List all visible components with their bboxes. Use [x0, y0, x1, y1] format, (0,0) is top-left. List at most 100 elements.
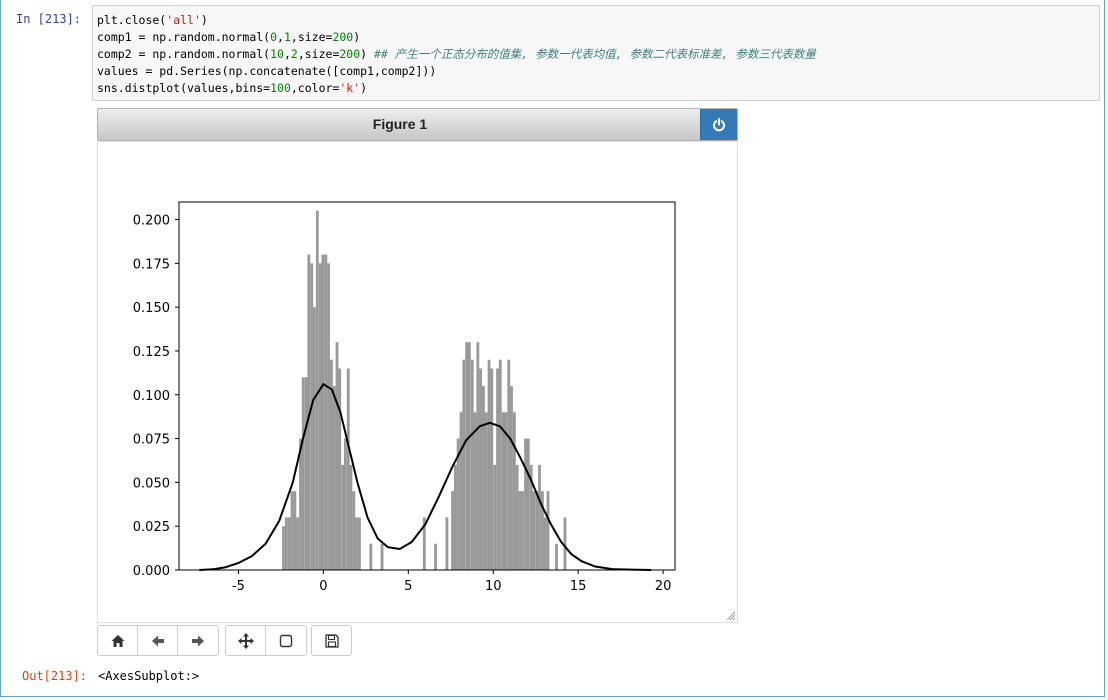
histogram-bar: [451, 491, 454, 570]
code-line: values = pd.Series(np.concatenate([comp1…: [97, 64, 437, 78]
code-editor[interactable]: plt.close('all') comp1 = np.random.norma…: [92, 5, 1100, 101]
histogram-bar: [493, 464, 497, 570]
histogram-bar: [332, 386, 336, 570]
histogram-bar: [563, 517, 567, 570]
histogram-bar: [546, 491, 550, 570]
y-tick-label: 0.000: [133, 564, 170, 579]
zoom-rect-button[interactable]: [266, 626, 306, 655]
interaction-group: [225, 625, 307, 656]
histogram-bar: [515, 464, 519, 570]
histogram-bar: [324, 254, 328, 571]
histogram-bar: [282, 526, 285, 570]
figure-canvas[interactable]: -5 0 5 10 15 20 0.000 0.025 0.050 0.075 0.100 0.12…: [97, 141, 738, 623]
y-tick-label: 0.100: [133, 389, 170, 404]
histogram-bar: [338, 368, 342, 570]
histogram-bar: [284, 517, 288, 570]
histogram-bar: [296, 517, 300, 570]
kde-line: [199, 382, 652, 571]
histogram-bar: [459, 412, 463, 570]
figure-header: Figure 1: [97, 108, 738, 141]
histogram-bar: [290, 491, 294, 570]
x-tick-label: 15: [570, 579, 587, 594]
histogram-bar: [299, 438, 302, 570]
arrow-left-icon: [151, 635, 164, 646]
code-line: comp2 = np.random.normal(10,2,size=200) …: [97, 47, 816, 61]
histogram-bar: [467, 342, 471, 570]
histogram-bar: [476, 342, 480, 570]
histogram-bar: [538, 464, 541, 570]
input-prompt: In [213]:: [16, 12, 82, 26]
histogram-bar: [355, 517, 358, 570]
code-comment: ## 产生一个正态分布的值集, 参数一代表均值, 参数二代表标准差, 参数三代表…: [374, 47, 816, 61]
histogram-bar: [456, 438, 460, 570]
histogram-bar: [330, 359, 333, 570]
histogram-bar: [490, 368, 494, 570]
x-tick-label: -5: [232, 579, 245, 594]
pan-button[interactable]: [226, 626, 266, 655]
back-button[interactable]: [138, 626, 178, 655]
x-tick-label: 0: [319, 579, 327, 594]
save-group: [311, 625, 352, 656]
histogram-bar: [327, 263, 330, 570]
histogram-bar: [445, 517, 449, 570]
histogram-bar: [301, 377, 305, 570]
histogram-bar: [287, 517, 291, 570]
y-tick-label: 0.150: [133, 301, 170, 316]
histogram-bar: [535, 491, 539, 570]
output-prompt: Out[213]:: [22, 669, 88, 683]
histogram-bar: [479, 368, 482, 570]
histogram-bar: [380, 543, 384, 570]
histogram-bar: [496, 368, 499, 570]
close-figure-button[interactable]: [700, 109, 737, 140]
code-line: plt.close('all'): [97, 13, 208, 27]
histogram-bar: [482, 386, 485, 570]
arrow-right-icon: [192, 635, 204, 646]
histogram-bar: [293, 491, 297, 570]
distplot-chart: -5 0 5 10 15 20 0.000 0.025 0.050 0.075 0.100 0.12…: [133, 201, 676, 594]
y-tick-label: 0.125: [133, 345, 170, 360]
histogram-bar: [473, 412, 477, 570]
histogram-bar: [526, 438, 530, 570]
square-icon: [279, 634, 293, 647]
home-button[interactable]: [98, 626, 138, 655]
histogram-bar: [540, 491, 544, 570]
resize-handle-icon[interactable]: [726, 611, 736, 621]
home-icon: [111, 634, 124, 647]
navigation-group: [97, 625, 219, 656]
histogram-bar: [512, 412, 516, 570]
histogram-bar: [462, 359, 466, 570]
x-tick-label: 5: [404, 579, 412, 594]
histogram-bar: [335, 342, 339, 570]
histogram-bar: [498, 359, 502, 570]
histogram-bar: [507, 359, 511, 570]
save-button[interactable]: [312, 626, 351, 655]
histogram-bar: [318, 263, 322, 570]
histogram-bar: [304, 377, 308, 570]
y-tick-label: 0.075: [133, 433, 170, 448]
histogram-bar: [529, 464, 533, 570]
x-tick-label: 20: [655, 579, 672, 594]
y-tick-label: 0.025: [133, 520, 170, 535]
histogram-bar: [484, 412, 488, 570]
histogram-bar: [346, 368, 350, 570]
y-tick-label: 0.175: [133, 257, 170, 272]
save-icon: [324, 633, 339, 648]
histogram-bar: [510, 386, 513, 570]
histogram-bar: [422, 517, 426, 570]
code-line: sns.distplot(values,bins=100,color='k'): [97, 81, 368, 95]
histogram-bar: [315, 210, 319, 570]
histogram-bar: [310, 263, 314, 570]
histogram-bar: [313, 307, 316, 570]
y-tick-label: 0.050: [133, 476, 170, 491]
histogram-bar: [358, 517, 361, 570]
histogram-bar: [504, 412, 508, 570]
x-tick-label: 10: [485, 579, 502, 594]
power-icon: [713, 117, 725, 131]
histogram-bar: [369, 543, 373, 570]
move-icon: [237, 632, 254, 649]
forward-button[interactable]: [178, 626, 218, 655]
figure-title: Figure 1: [372, 116, 428, 132]
histogram-bar: [434, 543, 437, 570]
histogram-bar: [532, 491, 536, 570]
